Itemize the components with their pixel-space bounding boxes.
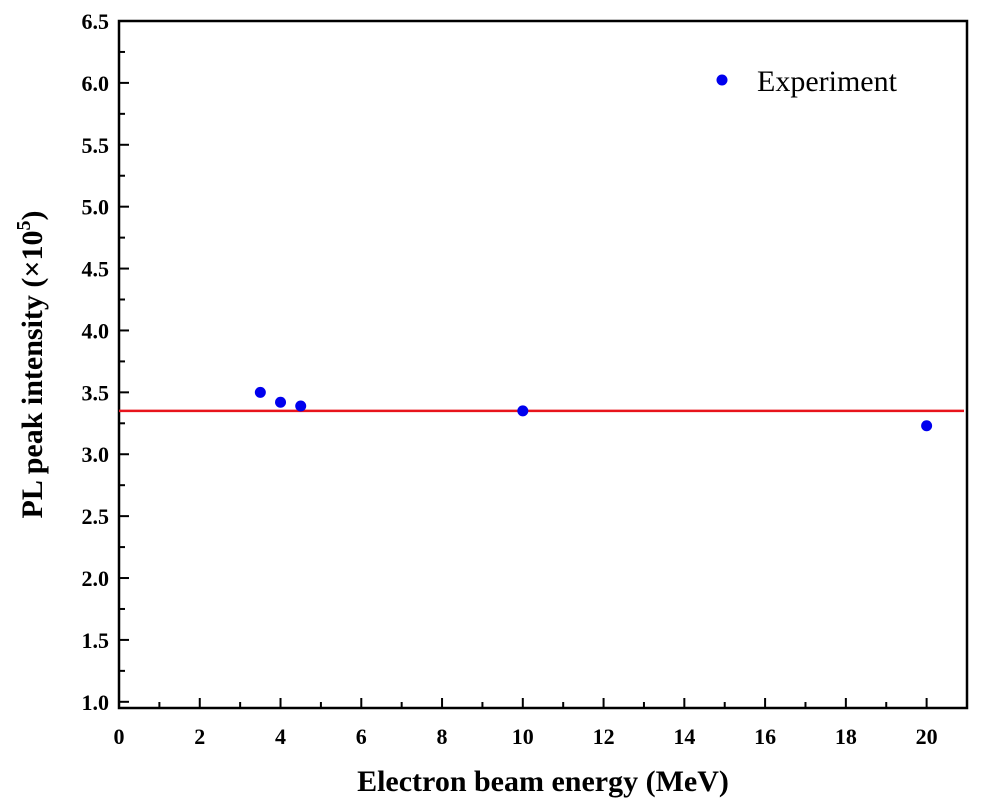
y-tick-label: 6.0	[82, 71, 110, 96]
y-tick-label: 1.5	[82, 628, 110, 653]
legend-marker-experiment	[716, 74, 728, 86]
y-tick-label: 3.0	[82, 442, 110, 467]
x-axis-title: Electron beam energy (MeV)	[357, 765, 729, 798]
y-axis-title-close: )	[16, 211, 49, 221]
data-point	[517, 405, 529, 417]
data-point	[295, 400, 307, 412]
data-point	[254, 386, 266, 398]
y-tick-label: 1.0	[82, 690, 110, 715]
y-tick-label: 5.5	[82, 133, 110, 158]
x-tick-label: 0	[114, 724, 125, 749]
x-tick-label: 8	[437, 724, 448, 749]
y-axis-title: PL peak intensity (×105)	[13, 211, 49, 519]
y-tick-label: 3.5	[82, 380, 110, 405]
ticks: 0 2 4 6 8 10 12 14 16 18 20 1.0 1.5 2.0 2.5 3.0 3.5 4.0 4.…	[82, 9, 968, 749]
x-tick-label: 12	[593, 724, 615, 749]
y-tick-label: 2.0	[82, 566, 110, 591]
x-tick-label: 14	[673, 724, 695, 749]
x-tick-label: 2	[194, 724, 205, 749]
data-marks	[119, 386, 964, 432]
legend-label-experiment: Experiment	[757, 65, 898, 98]
x-tick-label: 20	[916, 724, 938, 749]
y-tick-label: 6.5	[82, 9, 110, 34]
y-tick-label: 4.5	[82, 257, 110, 282]
x-tick-label: 10	[512, 724, 534, 749]
y-tick-label: 5.0	[82, 195, 110, 220]
data-point	[921, 420, 933, 432]
x-tick-label: 6	[356, 724, 367, 749]
x-tick-label: 4	[275, 724, 286, 749]
y-tick-label: 4.0	[82, 318, 110, 343]
y-tick-label: 2.5	[82, 504, 110, 529]
data-point	[275, 396, 287, 408]
y-axis-title-superscript: 5	[13, 221, 35, 231]
y-axis-title-main: PL peak intensity (×10	[16, 231, 49, 519]
legend: Experiment	[716, 65, 898, 98]
plot-frame	[117, 19, 969, 710]
x-tick-label: 16	[754, 724, 776, 749]
x-tick-label: 18	[835, 724, 857, 749]
axes	[117, 19, 969, 710]
